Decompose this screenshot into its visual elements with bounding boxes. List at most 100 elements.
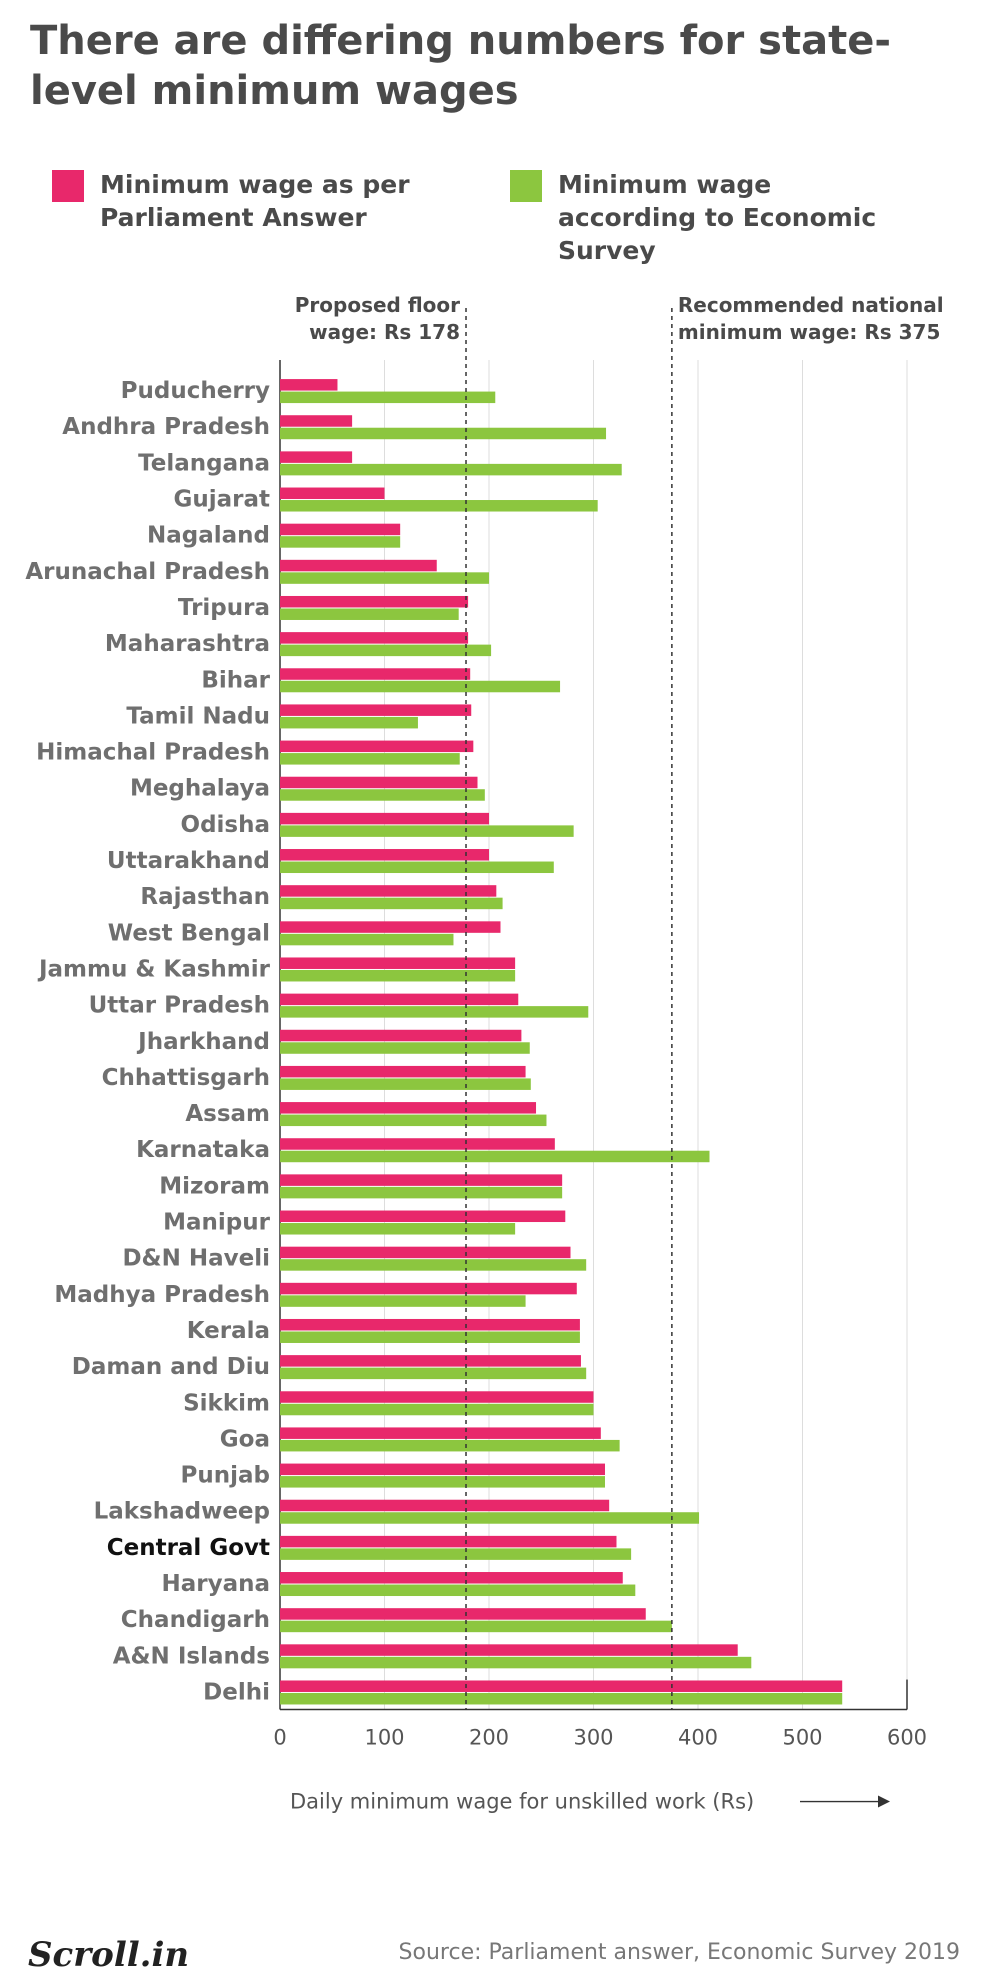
bar-survey-18 (280, 1042, 530, 1054)
bar-parliament-19 (280, 1065, 526, 1078)
bar-parliament-1 (280, 415, 353, 427)
category-label-3: Gujarat (173, 487, 270, 513)
reference-label-1-1: minimum wage: Rs 375 (678, 320, 941, 344)
bar-survey-22 (280, 1186, 563, 1199)
category-label-25: Madhya Pradesh (54, 1282, 270, 1308)
x-tick-label-0: 0 (273, 1726, 286, 1750)
category-label-13: Uttarakhand (107, 848, 270, 874)
category-label-30: Punjab (181, 1463, 270, 1489)
bar-parliament-30 (280, 1463, 605, 1476)
bar-parliament-13 (280, 849, 489, 861)
bar-parliament-4 (280, 523, 401, 536)
x-tick-label-300: 300 (573, 1726, 613, 1750)
bar-survey-24 (280, 1259, 587, 1271)
bar-parliament-14 (280, 885, 497, 897)
bar-parliament-0 (280, 379, 338, 391)
bar-parliament-6 (280, 595, 469, 608)
category-label-28: Sikkim (183, 1390, 270, 1416)
bar-survey-36 (280, 1692, 843, 1705)
bar-parliament-28 (280, 1391, 594, 1403)
legend-swatch-survey (510, 170, 542, 202)
chart-title: There are differing numbers for state-le… (30, 18, 891, 114)
x-tick-label-500: 500 (782, 1726, 822, 1750)
x-tick-label-200: 200 (469, 1726, 509, 1750)
bar-parliament-15 (280, 921, 501, 933)
bar-parliament-16 (280, 957, 516, 969)
category-label-18: Jharkhand (136, 1029, 270, 1055)
bar-survey-0 (280, 391, 496, 404)
bar-parliament-33 (280, 1572, 623, 1584)
bar-survey-35 (280, 1656, 752, 1669)
bar-survey-13 (280, 861, 554, 874)
category-label-2: Telangana (138, 450, 270, 476)
category-label-19: Chhattisgarh (102, 1065, 270, 1091)
scroll-logo: Scroll.in (28, 1935, 190, 1975)
category-label-7: Maharashtra (105, 631, 270, 657)
bar-survey-9 (280, 716, 418, 729)
legend-item-survey: Minimum wage according to Economic Surve… (510, 168, 898, 267)
x-axis-label: Daily minimum wage for unskilled work (R… (290, 1790, 754, 1814)
bar-parliament-7 (280, 632, 469, 644)
bar-survey-7 (280, 644, 492, 657)
bar-survey-11 (280, 789, 485, 801)
legend-item-parliament: Minimum wage as per Parliament Answer (52, 168, 440, 234)
bar-survey-33 (280, 1584, 636, 1597)
bar-survey-16 (280, 969, 516, 982)
bar-parliament-23 (280, 1210, 566, 1223)
category-label-5: Arunachal Pradesh (25, 559, 270, 585)
reference-label-1-0: Recommended national (678, 293, 944, 317)
bar-survey-25 (280, 1295, 526, 1307)
category-label-9: Tamil Nadu (126, 703, 270, 729)
category-label-12: Odisha (181, 812, 270, 838)
category-label-22: Mizoram (159, 1173, 270, 1199)
bar-survey-21 (280, 1150, 710, 1163)
category-label-17: Uttar Pradesh (89, 993, 270, 1019)
category-label-21: Karnataka (136, 1137, 270, 1163)
bar-parliament-11 (280, 776, 478, 789)
bar-parliament-2 (280, 451, 353, 463)
category-label-10: Himachal Pradesh (36, 740, 270, 766)
bar-parliament-9 (280, 704, 472, 716)
bar-parliament-5 (280, 559, 437, 572)
bar-survey-17 (280, 1006, 589, 1018)
bar-survey-29 (280, 1439, 620, 1452)
bar-survey-34 (280, 1620, 672, 1633)
bar-parliament-17 (280, 993, 519, 1006)
bar-survey-26 (280, 1331, 580, 1343)
category-label-20: Assam (185, 1101, 270, 1127)
bar-parliament-29 (280, 1427, 601, 1439)
category-label-32: Central Govt (107, 1535, 270, 1561)
category-label-24: D&N Haveli (122, 1246, 270, 1272)
category-label-29: Goa (220, 1426, 270, 1452)
bar-parliament-10 (280, 740, 474, 753)
bar-parliament-36 (280, 1680, 843, 1692)
bar-survey-20 (280, 1114, 547, 1127)
category-label-23: Manipur (163, 1210, 271, 1236)
category-label-33: Haryana (161, 1571, 270, 1597)
x-tick-label-600: 600 (887, 1726, 927, 1750)
category-label-14: Rajasthan (140, 884, 270, 910)
category-label-26: Kerala (187, 1318, 270, 1344)
source-note: Source: Parliament answer, Economic Surv… (398, 1940, 960, 1965)
category-label-4: Nagaland (147, 523, 270, 549)
category-label-16: Jammu & Kashmir (37, 956, 271, 982)
bar-parliament-27 (280, 1355, 581, 1367)
x-tick-label-400: 400 (678, 1726, 718, 1750)
bar-survey-10 (280, 753, 460, 765)
bar-survey-27 (280, 1367, 587, 1380)
category-label-27: Daman and Diu (72, 1354, 270, 1380)
bar-survey-12 (280, 825, 574, 837)
bar-survey-3 (280, 500, 598, 512)
bar-survey-1 (280, 427, 607, 440)
category-label-11: Meghalaya (130, 776, 270, 802)
category-label-6: Tripura (178, 595, 270, 621)
x-axis-arrow-head (878, 1795, 890, 1808)
reference-label-0-0: Proposed floor (295, 293, 460, 317)
bar-survey-5 (280, 572, 489, 584)
bar-parliament-8 (280, 668, 471, 680)
category-label-36: Delhi (203, 1679, 270, 1705)
bar-survey-23 (280, 1223, 516, 1235)
bar-survey-8 (280, 680, 561, 693)
bar-parliament-21 (280, 1138, 555, 1150)
bar-parliament-22 (280, 1174, 563, 1186)
